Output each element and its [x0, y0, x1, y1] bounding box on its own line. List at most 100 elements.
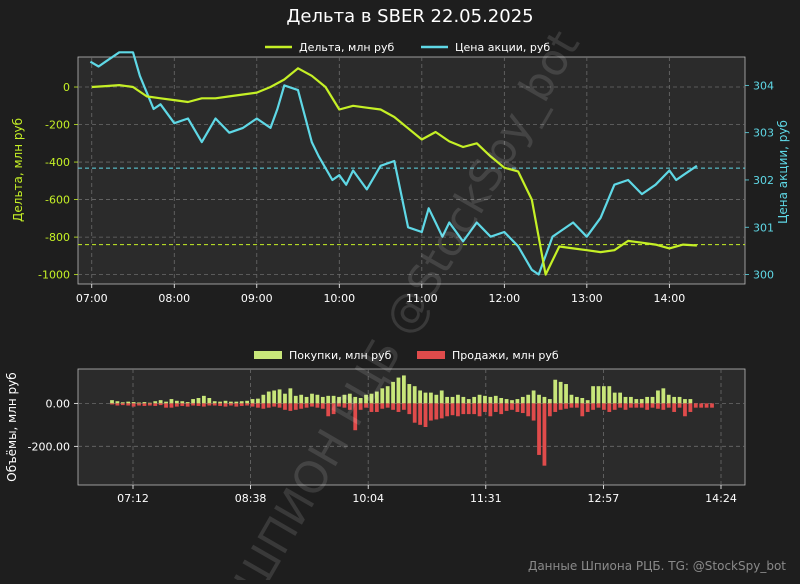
buy-bar — [472, 396, 477, 404]
buy-bar — [342, 394, 347, 404]
buy-bar — [380, 388, 385, 404]
bottom-gridlines — [78, 369, 745, 485]
buy-bar — [369, 393, 374, 404]
buy-bar — [661, 388, 666, 404]
buy-bar — [429, 392, 433, 404]
sell-bar — [391, 403, 395, 410]
sell-bar — [569, 403, 574, 408]
buy-bar — [158, 400, 163, 404]
sell-bar — [553, 403, 558, 412]
bottom-chart: 07:12 08:38 10:04 11:31 12:57 14:24 0.00 -200.… — [5, 349, 746, 505]
buy-bar — [639, 399, 644, 404]
buy-bar — [185, 402, 190, 404]
top-right-y-tick-label: 300 — [753, 269, 774, 282]
buy-bar — [450, 396, 455, 404]
sell-bar — [688, 403, 693, 412]
top-left-y-tick-label: -200 — [45, 119, 70, 132]
sell-bar — [293, 403, 298, 410]
buy-bar — [202, 395, 206, 404]
buy-bar — [607, 386, 612, 404]
top-x-tick-label: 07:00 — [76, 292, 108, 305]
delta-series-line — [91, 67, 697, 276]
sell-bar — [126, 403, 131, 406]
buy-bar — [180, 401, 185, 404]
buy-bar — [574, 396, 579, 404]
buy-bar — [207, 398, 212, 404]
top-left-y-tick-label: -600 — [45, 194, 70, 207]
sell-bar — [396, 403, 401, 412]
buy-bar — [412, 386, 417, 404]
sell-bar — [547, 403, 552, 417]
buy-bar — [623, 396, 628, 404]
sell-bar — [234, 403, 239, 407]
buy-bar — [277, 389, 282, 404]
sell-bar — [288, 403, 293, 411]
buy-bar — [147, 402, 152, 404]
sell-bar — [656, 403, 660, 409]
buy-bar — [558, 381, 563, 404]
buy-bar — [569, 394, 574, 404]
buy-bar — [358, 398, 363, 404]
sell-bar — [639, 403, 644, 408]
sell-bar — [223, 403, 228, 407]
top-x-tick-label: 12:00 — [488, 292, 520, 305]
sell-bar — [677, 403, 682, 408]
sell-bar — [650, 403, 655, 408]
sell-bar — [380, 403, 385, 409]
buy-bar — [331, 395, 336, 404]
sell-bar — [580, 403, 585, 417]
top-gridlines — [78, 57, 745, 284]
buy-bar — [504, 399, 509, 404]
sell-bar — [537, 403, 541, 455]
sell-bar — [191, 403, 195, 406]
buy-bar — [353, 396, 358, 404]
bottom-volume-bars — [110, 375, 714, 466]
sell-bar — [618, 403, 622, 408]
buy-bar — [537, 394, 541, 404]
sell-bar — [272, 403, 277, 407]
bottom-y-tick-label: -200.00 — [28, 440, 70, 453]
sell-bar — [531, 403, 536, 421]
sell-bar — [666, 403, 671, 408]
buy-bar — [488, 396, 493, 404]
sell-bar — [245, 403, 250, 406]
sell-bar — [504, 403, 509, 411]
buy-bar — [439, 390, 444, 404]
sell-bar — [693, 403, 698, 408]
sell-bar — [115, 403, 120, 406]
sell-bar — [683, 403, 687, 417]
sell-bar — [299, 403, 304, 409]
buy-bar — [591, 386, 595, 404]
buy-bar — [320, 396, 325, 404]
sell-bar — [218, 403, 222, 406]
buy-bar — [672, 396, 677, 404]
sell-bar — [277, 403, 282, 408]
top-plot-area — [77, 56, 746, 285]
buy-bar — [299, 394, 304, 404]
buy-bar — [142, 402, 147, 404]
sell-bar — [661, 403, 666, 410]
buy-bar — [153, 401, 158, 404]
buy-bar — [245, 400, 250, 404]
sell-bar — [180, 403, 185, 406]
top-chart: 07:00 08:00 09:00 10:00 11:00 12:00 13:00 14:00… — [11, 41, 790, 305]
sell-bar — [499, 403, 504, 415]
buy-bar — [434, 394, 439, 404]
buy-bar — [402, 375, 406, 404]
price-series-line — [89, 51, 698, 276]
sell-bar — [137, 403, 141, 406]
sell-bar — [585, 403, 590, 412]
buy-bar — [250, 399, 255, 404]
sell-bar — [596, 403, 601, 408]
sell-bar — [169, 403, 174, 408]
buy-bar — [223, 400, 228, 404]
sell-bar — [212, 403, 217, 406]
sell-bar — [261, 403, 266, 409]
buy-bar — [374, 391, 379, 404]
bottom-x-tick-label: 10:04 — [352, 492, 384, 505]
buy-bar — [526, 394, 531, 404]
top-right-y-axis-label: Цена акции, руб — [776, 120, 790, 224]
buy-bar — [272, 390, 277, 404]
buy-bar — [423, 392, 428, 404]
